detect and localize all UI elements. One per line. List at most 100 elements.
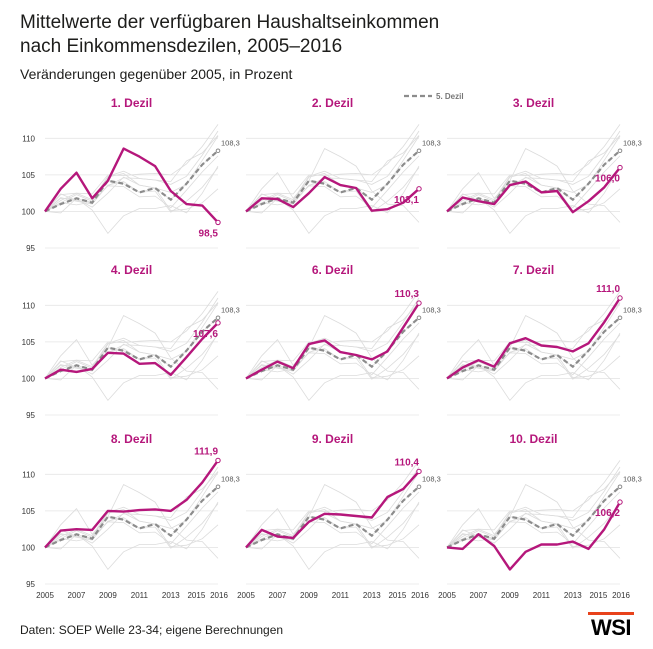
legend-label: 5. Dezil [436, 92, 464, 101]
reference-end-label: 108,3 [623, 139, 642, 148]
panel-title: 3. Dezil [513, 96, 554, 110]
decile-end-label: 111,0 [596, 284, 620, 295]
y-tick-label: 100 [22, 207, 36, 216]
y-tick-label: 100 [22, 374, 36, 383]
background-series-line [446, 148, 621, 223]
panel-9: 10. Dezil 108,3 106,2 2005 2007 2009 2011 2013 2… [438, 432, 642, 600]
panel-7: 8. Dezil 95 100 105 110 108,3 111,9 2005 2007 200… [22, 432, 240, 600]
reference-end-point [416, 148, 422, 154]
decile-end-point [416, 468, 422, 475]
background-series-line [446, 491, 621, 548]
background-series-line [44, 165, 219, 235]
decile-series-line [446, 166, 621, 214]
y-tick-label: 110 [22, 470, 35, 479]
decile-end-point [617, 164, 623, 171]
x-tick-label: 2007 [269, 591, 287, 600]
x-tick-label: 2005 [237, 591, 255, 600]
reference-end-point [215, 484, 221, 490]
decile-series-line [245, 175, 420, 213]
background-series-line [245, 165, 420, 235]
panel-title: 6. Dezil [312, 263, 353, 277]
background-series-line [245, 124, 420, 212]
background-series-line [446, 315, 621, 390]
x-tick-label: 2007 [68, 591, 86, 600]
chart-title-line-2: nach Einkommensdezilen, 2005–2016 [20, 36, 343, 57]
decile-end-label: 110,3 [395, 289, 420, 300]
decile-end-point [617, 499, 623, 505]
y-tick-label: 95 [26, 580, 35, 589]
x-tick-label: 2011 [131, 591, 149, 600]
panel-title: 9. Dezil [312, 432, 353, 446]
decile-end-point [215, 320, 221, 326]
background-series-line [245, 155, 420, 212]
background-series-line [44, 291, 219, 379]
panel-3: 3. Dezil 108,3 106,0 [446, 96, 642, 249]
background-series-line [44, 315, 219, 390]
reference-end-label: 108,3 [422, 475, 441, 484]
background-series-line [245, 291, 420, 379]
reference-end-point [416, 484, 422, 490]
background-series-line [44, 491, 219, 548]
decile-end-label: 111,9 [194, 446, 218, 457]
decile-series-line [446, 297, 622, 380]
background-series-line [44, 317, 219, 379]
y-tick-label: 100 [22, 543, 36, 552]
x-tick-label: 2005 [36, 591, 54, 600]
panel-title: 4. Dezil [111, 263, 152, 277]
reference-end-point [617, 484, 623, 490]
decile-series-line [44, 147, 219, 224]
decile-end-point [617, 295, 623, 301]
decile-end-label: 98,5 [199, 228, 219, 239]
reference-end-point [215, 315, 221, 321]
panel-2: 2. Dezil 108,3 103,1 [245, 96, 441, 249]
reference-end-point [617, 315, 623, 321]
decile-end-label: 107,6 [193, 329, 218, 340]
background-series-line [446, 124, 621, 212]
source-note: Daten: SOEP Welle 23-34; eigene Berechnu… [20, 623, 284, 637]
background-series-line [446, 155, 621, 212]
reference-end-point [617, 148, 623, 154]
wsi-logo: WSI [588, 612, 634, 642]
x-tick-label: 2007 [470, 591, 488, 600]
x-tick-label: 2011 [332, 591, 350, 600]
reference-end-label: 108,3 [221, 139, 240, 148]
panel-4: 4. Dezil 95 100 105 110 108,3 107,6 [22, 263, 240, 420]
panel-title: 8. Dezil [111, 432, 152, 446]
x-tick-label: 2013 [363, 591, 381, 600]
background-series-line [446, 322, 621, 379]
x-tick-label: 2015 [187, 591, 205, 600]
decile-end-point [215, 457, 221, 464]
x-tick-label: 2009 [501, 591, 519, 600]
background-series-line [446, 317, 621, 379]
background-series-line [44, 150, 219, 212]
x-tick-label: 2016 [411, 591, 429, 600]
decile-end-label: 103,1 [394, 195, 419, 206]
background-series-line [44, 484, 219, 559]
background-series-line [245, 501, 420, 571]
x-tick-label: 2005 [438, 591, 456, 600]
decile-series-line [44, 459, 219, 549]
reference-end-label: 108,3 [623, 475, 642, 484]
background-series-line [44, 486, 219, 548]
logo-accent-bar [588, 612, 634, 615]
x-tick-label: 2013 [564, 591, 582, 600]
decile-end-label: 110,4 [395, 457, 420, 468]
x-tick-label: 2015 [589, 591, 607, 600]
x-tick-label: 2015 [388, 591, 406, 600]
background-series-line [44, 501, 219, 571]
background-series-line [446, 460, 621, 548]
y-tick-label: 95 [26, 411, 35, 420]
reference-end-point [215, 148, 221, 154]
x-tick-label: 2009 [99, 591, 117, 600]
reference-end-label: 108,3 [221, 306, 240, 315]
background-series-line [245, 484, 420, 559]
x-tick-label: 2016 [210, 591, 228, 600]
decile-end-point [416, 186, 422, 192]
decile-end-point [416, 300, 422, 306]
background-series-line [446, 332, 621, 402]
panel-title: 7. Dezil [513, 263, 554, 277]
background-series-line [245, 332, 420, 402]
